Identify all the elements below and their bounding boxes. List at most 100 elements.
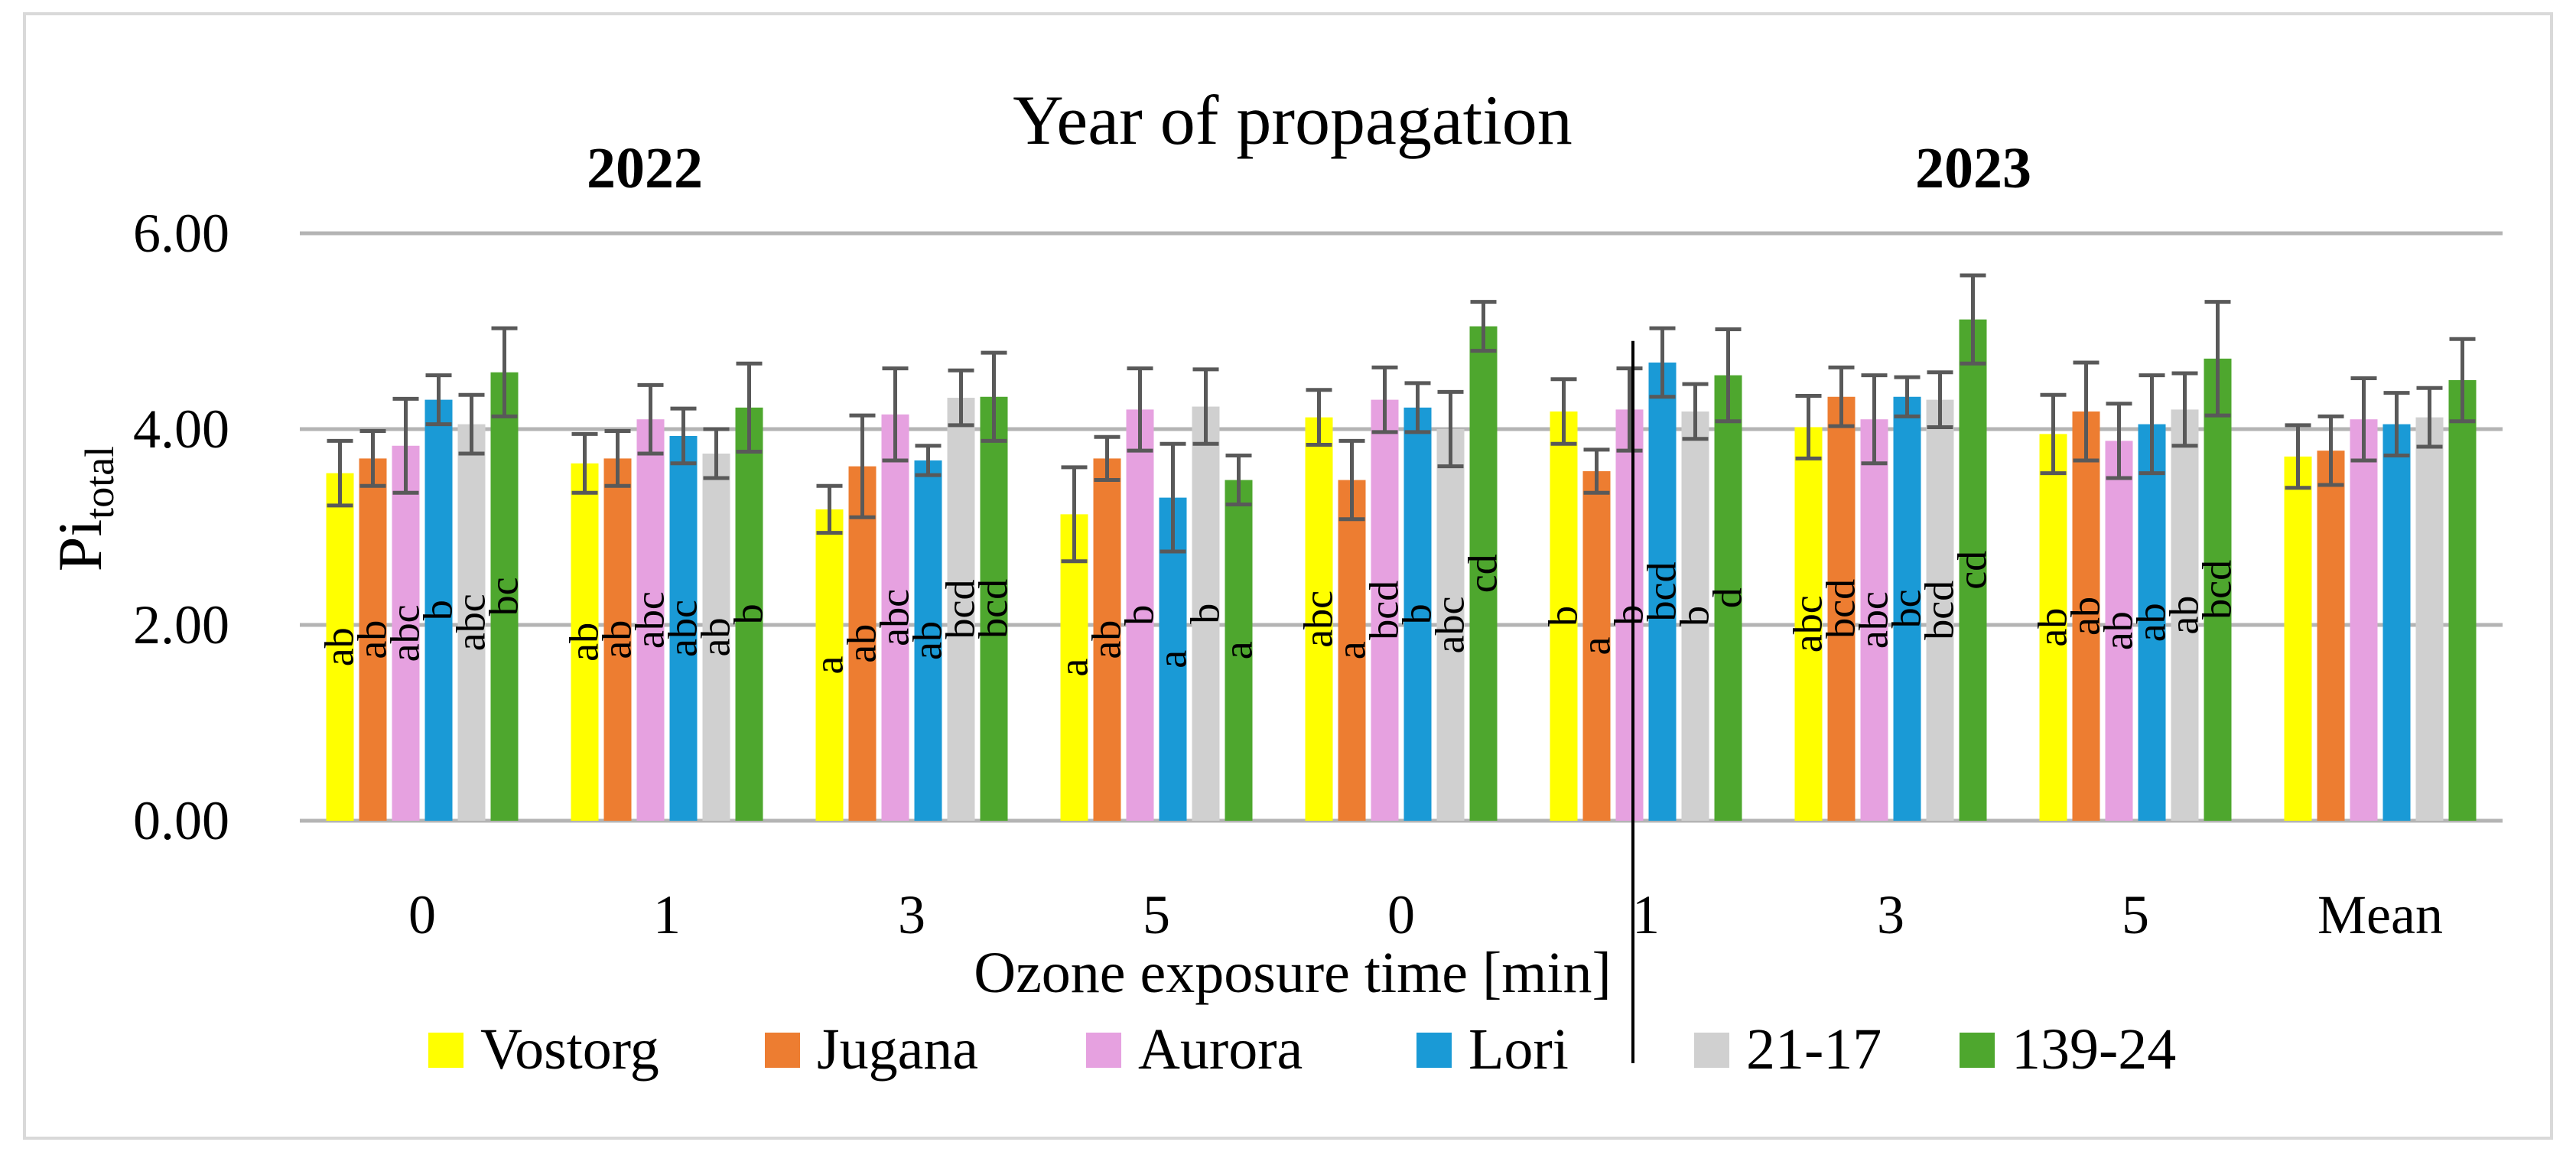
bar-139-24-1 bbox=[735, 407, 763, 821]
significance-letter: a bbox=[1215, 641, 1261, 659]
legend-label-Lori: Lori bbox=[1469, 1017, 1569, 1082]
bar-Jugana-4 bbox=[1338, 480, 1366, 821]
bar-139-24-8 bbox=[2448, 380, 2477, 821]
significance-letter: ab bbox=[2030, 608, 2076, 647]
bar-Aurora-4 bbox=[1371, 399, 1399, 821]
bar-139-24-0 bbox=[490, 372, 519, 821]
group-label-2022: 2022 bbox=[587, 136, 703, 200]
significance-letter: b bbox=[1182, 604, 1228, 624]
group-label-2023: 2023 bbox=[1915, 136, 2031, 200]
y-axis-title-text: Pitotal bbox=[45, 446, 122, 571]
legend-label-Vostorg: Vostorg bbox=[480, 1017, 659, 1082]
y-tick-label: 2.00 bbox=[133, 594, 229, 656]
significance-letter: abc bbox=[627, 591, 673, 649]
bar-139-24-3 bbox=[1225, 480, 1253, 821]
bar-Jugana-1 bbox=[603, 458, 632, 821]
bar-139-24-5 bbox=[1714, 375, 1742, 822]
x-tick-label: 5 bbox=[1143, 884, 1170, 945]
x-tick-label: 5 bbox=[2122, 884, 2149, 945]
bar-21-17-3 bbox=[1192, 406, 1220, 821]
x-tick-label: 3 bbox=[898, 884, 925, 945]
significance-letter: b bbox=[1672, 606, 1718, 626]
significance-letter: ab bbox=[693, 618, 739, 657]
bar-139-24-7 bbox=[2204, 358, 2232, 822]
x-tick-label: Mean bbox=[2317, 884, 2443, 945]
y-tick-label: 4.00 bbox=[133, 399, 229, 460]
significance-letter: ab bbox=[594, 620, 640, 659]
significance-letter: b bbox=[1117, 605, 1163, 626]
bar-Aurora-0 bbox=[392, 445, 420, 821]
x-axis-title: Ozone exposure time [min] bbox=[974, 941, 1612, 1005]
legend-swatch-Aurora bbox=[1086, 1033, 1121, 1068]
significance-letter: bcd bbox=[1917, 581, 1963, 640]
significance-letter: a bbox=[1573, 637, 1619, 656]
bar-Vostorg-0 bbox=[326, 473, 354, 821]
bar-Jugana-0 bbox=[359, 458, 387, 821]
bar-Vostorg-1 bbox=[571, 463, 599, 821]
significance-letter: ab bbox=[905, 621, 951, 660]
y-axis-title: Pitotal bbox=[45, 446, 122, 571]
legend-label-Aurora: Aurora bbox=[1138, 1017, 1303, 1082]
bar-Vostorg-5 bbox=[1550, 411, 1578, 821]
significance-letter: ab bbox=[2063, 597, 2109, 636]
significance-letter: bcd bbox=[971, 579, 1016, 639]
legend-label-139-24: 139-24 bbox=[2012, 1017, 2176, 1082]
bar-Vostorg-2 bbox=[815, 509, 844, 821]
bar-139-24-4 bbox=[1469, 326, 1498, 822]
bar-Aurora-3 bbox=[1126, 409, 1154, 821]
significance-letter: abc bbox=[382, 604, 428, 662]
bar-Lori-7 bbox=[2138, 424, 2166, 821]
significance-letter: ab bbox=[2161, 596, 2207, 635]
bar-Lori-8 bbox=[2382, 424, 2411, 821]
significance-letters-layer: abababcbabcbcabababcabcabbaababcabbcdbcd… bbox=[317, 551, 2240, 677]
y-tick-label: 0.00 bbox=[133, 790, 229, 851]
bar-21-17-7 bbox=[2171, 409, 2199, 821]
bar-Jugana-7 bbox=[2072, 411, 2100, 821]
significance-letter: b bbox=[1540, 606, 1586, 626]
significance-letter: abc bbox=[1296, 591, 1342, 648]
legend-swatch-139-24 bbox=[1960, 1033, 1995, 1068]
significance-letter: a bbox=[1329, 641, 1374, 659]
legend-swatch-21-17 bbox=[1694, 1033, 1729, 1068]
significance-letter: d bbox=[1705, 587, 1751, 608]
bar-139-24-6 bbox=[1959, 319, 1987, 821]
bar-Jugana-2 bbox=[848, 466, 877, 821]
significance-letter: cd bbox=[1460, 554, 1506, 593]
significance-letter: bcd bbox=[1818, 579, 1864, 639]
significance-letter: b bbox=[726, 604, 772, 624]
significance-letter: bc bbox=[481, 577, 527, 616]
bar-Lori-6 bbox=[1893, 396, 1921, 821]
significance-letter: b bbox=[415, 600, 461, 620]
significance-letter: ab bbox=[317, 627, 363, 666]
bar-21-17-2 bbox=[947, 398, 975, 821]
significance-letter: abc bbox=[1427, 597, 1473, 654]
bar-Aurora-2 bbox=[881, 414, 909, 821]
legend-label-Jugana: Jugana bbox=[817, 1017, 978, 1082]
bar-21-17-6 bbox=[1926, 399, 1954, 821]
significance-letter: abc bbox=[1785, 595, 1831, 652]
significance-letter: bcd bbox=[1639, 561, 1685, 621]
bar-Aurora-5 bbox=[1615, 409, 1644, 821]
bar-Vostorg-6 bbox=[1794, 427, 1823, 821]
x-tick-label: 1 bbox=[1632, 884, 1660, 945]
significance-letter: a bbox=[1051, 659, 1097, 677]
bar-Vostorg-3 bbox=[1060, 514, 1088, 821]
significance-letter: bc bbox=[1884, 589, 1930, 628]
axes-layer: 0.00 2.00 4.00 6.00 0 1 3 5 0 1 3 5 Mean bbox=[133, 203, 2443, 1063]
legend-label-21-17: 21-17 bbox=[1746, 1017, 1882, 1082]
x-tick-label: 0 bbox=[1387, 884, 1415, 945]
bar-Lori-1 bbox=[669, 435, 698, 821]
significance-letter: bcd bbox=[938, 580, 984, 639]
x-tick-label: 1 bbox=[653, 884, 681, 945]
bar-Vostorg-8 bbox=[2284, 456, 2312, 821]
significance-letter: b bbox=[1394, 604, 1440, 624]
bar-Jugana-8 bbox=[2317, 451, 2345, 821]
significance-letter: bcd bbox=[1361, 581, 1407, 640]
bar-Jugana-3 bbox=[1093, 458, 1121, 821]
significance-letter: ab bbox=[1084, 620, 1130, 659]
bar-Jugana-5 bbox=[1582, 471, 1611, 821]
bar-21-17-0 bbox=[457, 424, 486, 821]
bar-Vostorg-7 bbox=[2039, 434, 2067, 821]
